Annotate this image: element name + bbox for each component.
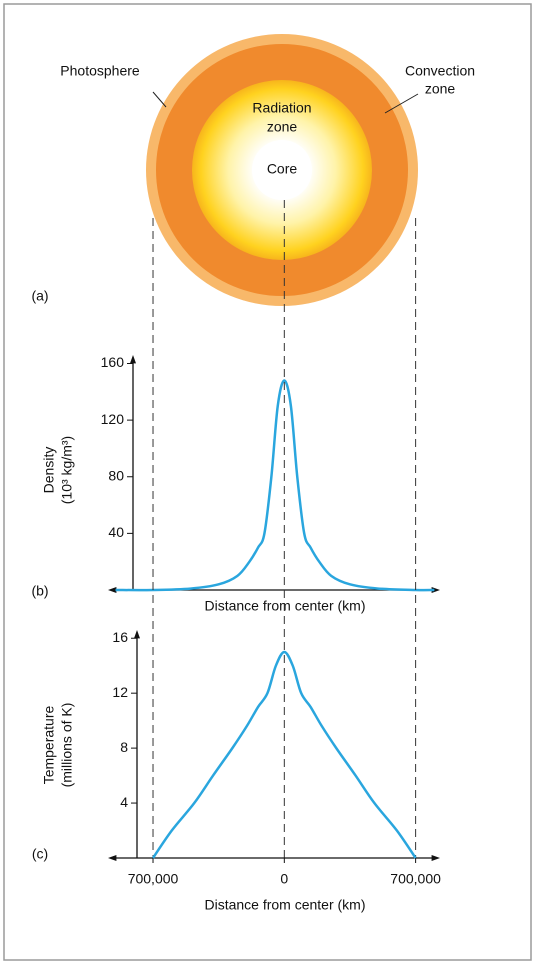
convection-label: Convection bbox=[405, 63, 475, 79]
y-axis-title: Density bbox=[41, 447, 57, 494]
leader-line bbox=[152, 91, 167, 108]
y-tick-label: 160 bbox=[101, 354, 125, 370]
axis-arrow bbox=[130, 355, 136, 364]
panel-label: (c) bbox=[32, 846, 48, 862]
x-tick-label: 700,000 bbox=[390, 871, 441, 887]
panel-label: (a) bbox=[31, 288, 48, 304]
axis-arrow bbox=[431, 587, 440, 593]
core-layer bbox=[252, 140, 312, 200]
y-tick-label: 8 bbox=[120, 739, 128, 755]
y-axis-title: (10³ kg/m³) bbox=[59, 436, 75, 504]
leader-line bbox=[384, 93, 419, 114]
axis-arrow bbox=[108, 855, 117, 861]
x-tick-label: 0 bbox=[280, 871, 288, 887]
core-label: Core bbox=[267, 161, 298, 177]
y-tick-label: 12 bbox=[112, 684, 128, 700]
y-axis-title: Temperature bbox=[41, 705, 57, 784]
y-tick-label: 80 bbox=[108, 467, 124, 483]
x-axis-title: Distance from center (km) bbox=[204, 897, 365, 913]
data-line bbox=[115, 379, 435, 592]
radiation-label: zone bbox=[267, 119, 298, 135]
panel-label: (b) bbox=[31, 583, 48, 599]
axis-arrow bbox=[431, 855, 440, 861]
data-line bbox=[151, 650, 417, 859]
axis-arrow bbox=[134, 630, 140, 639]
y-tick-label: 120 bbox=[101, 411, 125, 427]
sun bbox=[146, 34, 418, 306]
photosphere-label: Photosphere bbox=[60, 63, 140, 79]
y-tick-label: 4 bbox=[120, 794, 128, 810]
x-tick-label: 700,000 bbox=[128, 871, 179, 887]
x-axis-title: Distance from center (km) bbox=[204, 598, 365, 614]
convection-label: zone bbox=[425, 81, 456, 97]
y-tick-label: 16 bbox=[112, 629, 128, 645]
radiation-label: Radiation bbox=[252, 100, 311, 116]
axis-arrow bbox=[108, 587, 117, 593]
y-tick-label: 40 bbox=[108, 524, 124, 540]
y-axis-title: (millions of K) bbox=[59, 703, 75, 788]
